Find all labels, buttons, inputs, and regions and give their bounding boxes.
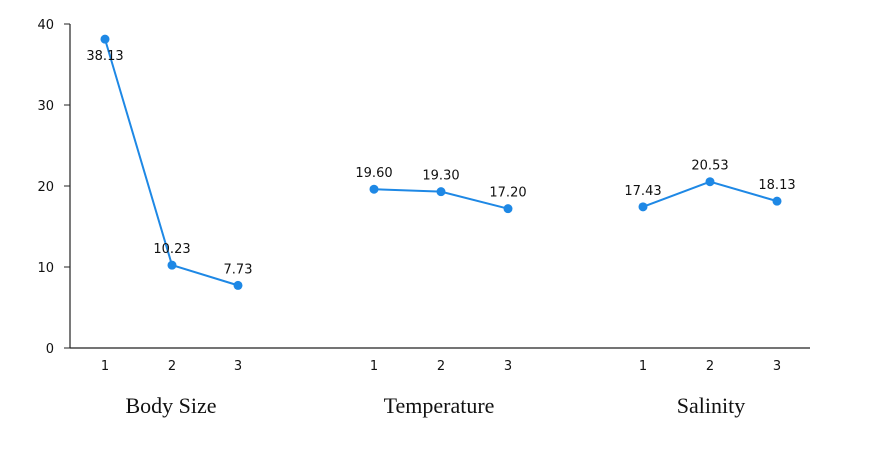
data-label: 17.43 xyxy=(624,184,661,199)
x-tick-label: 2 xyxy=(168,359,176,374)
y-tick-label: 0 xyxy=(46,342,54,357)
series-1: 19.60 1 19.30 2 17.20 3 Temperature xyxy=(355,166,526,418)
data-point xyxy=(503,204,513,214)
x-tick-label: 3 xyxy=(234,359,242,374)
y-tick-label: 30 xyxy=(37,99,54,114)
group-label: Temperature xyxy=(384,393,495,418)
data-label: 10.23 xyxy=(153,242,190,257)
data-point xyxy=(705,177,715,187)
data-label: 18.13 xyxy=(758,178,795,193)
x-tick-label: 1 xyxy=(101,359,109,374)
data-point xyxy=(638,202,648,212)
data-label: 7.73 xyxy=(224,262,253,277)
x-tick-label: 1 xyxy=(639,359,647,374)
data-label: 19.60 xyxy=(355,166,392,181)
data-point xyxy=(100,34,110,44)
y-tick-label: 10 xyxy=(37,261,54,276)
series-0: 38.13 1 10.23 2 7.73 3 Body Size xyxy=(86,34,253,418)
y-tick-label: 20 xyxy=(37,180,54,195)
data-point xyxy=(167,260,177,270)
x-tick-label: 3 xyxy=(773,359,781,374)
y-tick-label: 40 xyxy=(37,18,54,33)
data-label: 19.30 xyxy=(422,169,459,184)
data-point xyxy=(772,196,782,206)
x-tick-label: 3 xyxy=(504,359,512,374)
group-label: Salinity xyxy=(677,393,745,418)
x-tick-label: 1 xyxy=(370,359,378,374)
data-point xyxy=(436,187,446,197)
data-label: 38.13 xyxy=(86,49,123,64)
data-label: 20.53 xyxy=(691,159,728,174)
x-tick-label: 2 xyxy=(706,359,714,374)
group-label: Body Size xyxy=(125,393,216,418)
series-2: 17.43 1 20.53 2 18.13 3 Salinity xyxy=(624,159,795,418)
x-tick-label: 2 xyxy=(437,359,445,374)
data-point xyxy=(233,280,243,290)
data-point xyxy=(369,184,379,194)
data-label: 17.20 xyxy=(489,186,526,201)
y-ticks: 0 10 20 30 40 xyxy=(37,18,70,357)
